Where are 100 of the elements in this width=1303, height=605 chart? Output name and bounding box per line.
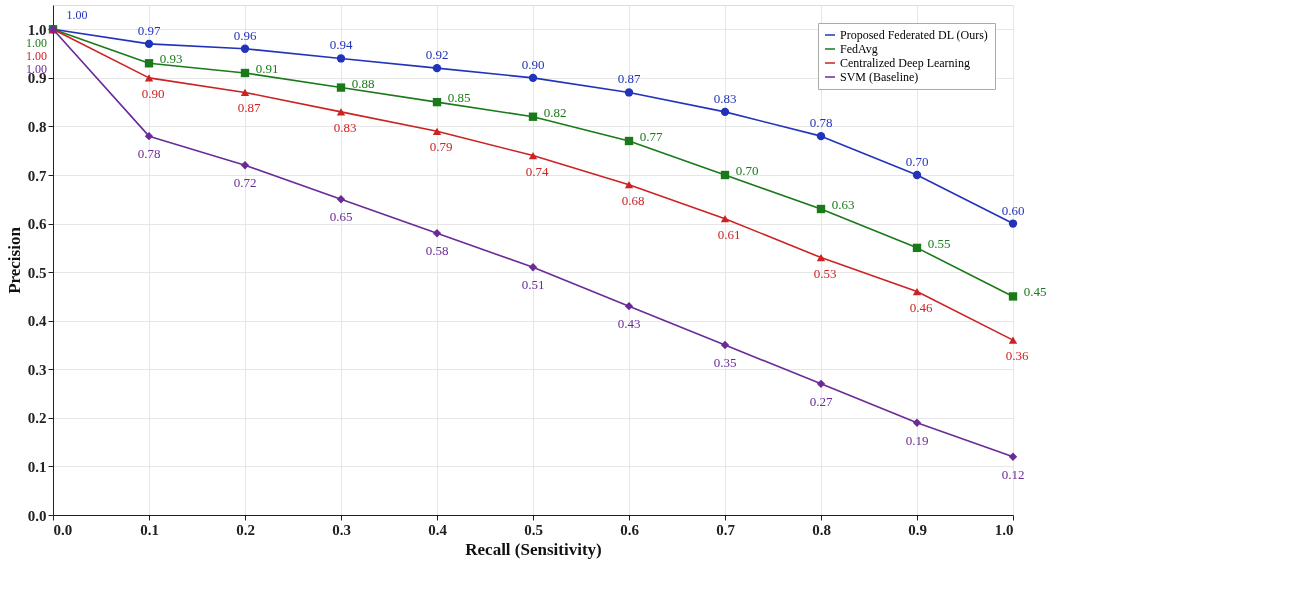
point <box>1008 292 1018 301</box>
point <box>528 151 538 160</box>
data-label: 0.70 <box>905 154 929 169</box>
x-tick-label: 0.1 <box>140 521 159 538</box>
point <box>240 161 250 170</box>
data-label: 0.97 <box>137 22 161 38</box>
point <box>336 54 346 63</box>
data-label: 0.83 <box>333 119 357 135</box>
y-tick-label: 0.4 <box>27 313 47 330</box>
y-tick-label: 0.6 <box>27 216 47 233</box>
point <box>1008 452 1018 461</box>
data-label: 0.74 <box>525 163 549 179</box>
point <box>432 97 442 107</box>
y-tick-label: 0.2 <box>27 410 47 427</box>
point <box>912 170 922 180</box>
y-tick-label: 0.1 <box>27 458 47 475</box>
data-label: 1.00 <box>26 36 47 51</box>
point <box>240 88 250 97</box>
data-label: 0.45 <box>1023 284 1047 300</box>
data-label: 0.58 <box>425 243 449 259</box>
data-label: 0.85 <box>447 90 471 106</box>
data-label: 0.94 <box>329 37 353 53</box>
x-tick-label: 0.0 <box>53 521 73 538</box>
x-tick-label: 0.7 <box>716 521 736 538</box>
data-label: 0.79 <box>429 139 453 155</box>
data-label: 0.36 <box>1005 348 1029 364</box>
data-label: 0.27 <box>809 393 833 409</box>
data-label: 0.68 <box>621 192 645 208</box>
data-label: 0.92 <box>425 47 449 63</box>
data-label: 0.46 <box>909 299 933 315</box>
data-label: 0.77 <box>639 129 663 144</box>
point <box>720 170 730 180</box>
data-label: 0.43 <box>617 316 641 332</box>
x-tick-label: 0.3 <box>332 521 351 538</box>
data-label: 0.87 <box>237 100 261 116</box>
data-label: 0.35 <box>713 355 737 370</box>
point <box>816 204 826 214</box>
point <box>336 83 346 92</box>
point <box>1008 336 1018 344</box>
data-label: 1.00 <box>26 49 47 64</box>
point <box>1008 219 1018 228</box>
y-tick-label: 0.7 <box>27 167 47 184</box>
y-tick-label: 0.8 <box>27 118 47 135</box>
point <box>720 107 730 117</box>
y-tick-label: 0.5 <box>27 264 47 281</box>
point <box>912 287 922 296</box>
point <box>528 263 538 272</box>
x-tick-label: 0.2 <box>236 521 255 538</box>
data-label: 0.55 <box>927 235 951 251</box>
x-tick-label: 1.0 <box>994 521 1014 538</box>
legend-label: Proposed Federated DL (Ours) <box>840 28 988 42</box>
data-label: 0.96 <box>233 27 257 43</box>
data-label: 0.63 <box>831 197 855 212</box>
point <box>528 112 538 121</box>
point <box>336 195 346 204</box>
data-label: 0.78 <box>809 115 833 131</box>
point <box>432 229 442 238</box>
point <box>720 340 730 350</box>
x-tick-label: 0.9 <box>908 521 927 538</box>
y-tick-label: 0.3 <box>27 361 47 378</box>
legend-label: SVM (Baseline) <box>840 70 919 84</box>
data-label: 0.91 <box>255 61 279 76</box>
data-label: 0.61 <box>717 226 741 242</box>
legend-label: FedAvg <box>840 42 878 56</box>
point <box>624 301 634 311</box>
y-tick-label: 0.0 <box>27 507 47 524</box>
point <box>240 44 250 53</box>
data-label: 0.12 <box>1001 466 1025 482</box>
data-label: 0.83 <box>713 90 737 106</box>
data-label: 0.88 <box>351 75 375 91</box>
data-label: 1.00 <box>66 8 88 23</box>
point <box>624 181 634 189</box>
point <box>144 131 154 141</box>
point <box>528 73 538 83</box>
x-tick-label: 0.8 <box>812 521 831 538</box>
x-tick-label: 0.4 <box>428 521 448 538</box>
point <box>816 379 826 389</box>
data-label: 0.51 <box>521 277 545 293</box>
point <box>912 418 922 427</box>
point <box>816 131 826 141</box>
point <box>240 68 250 78</box>
point <box>624 88 634 97</box>
point <box>912 243 922 253</box>
x-axis-title: Recall (Sensitivity) <box>465 539 602 559</box>
data-label: 0.65 <box>329 209 353 225</box>
x-tick-label: 0.6 <box>620 521 640 538</box>
point <box>144 39 154 49</box>
x-tick-label: 0.5 <box>524 521 543 538</box>
legend-label: Centralized Deep Learning <box>840 56 970 70</box>
y-axis-title: Precision <box>4 226 24 294</box>
data-label: 0.82 <box>543 104 567 120</box>
data-label: 0.78 <box>137 146 161 162</box>
data-label: 0.60 <box>1001 202 1025 218</box>
data-label: 0.93 <box>159 51 183 67</box>
data-label: 0.87 <box>617 71 641 87</box>
point <box>624 136 634 146</box>
point <box>720 215 730 223</box>
data-label: 0.90 <box>521 56 545 72</box>
data-label: 0.90 <box>141 85 165 101</box>
point <box>144 59 154 68</box>
